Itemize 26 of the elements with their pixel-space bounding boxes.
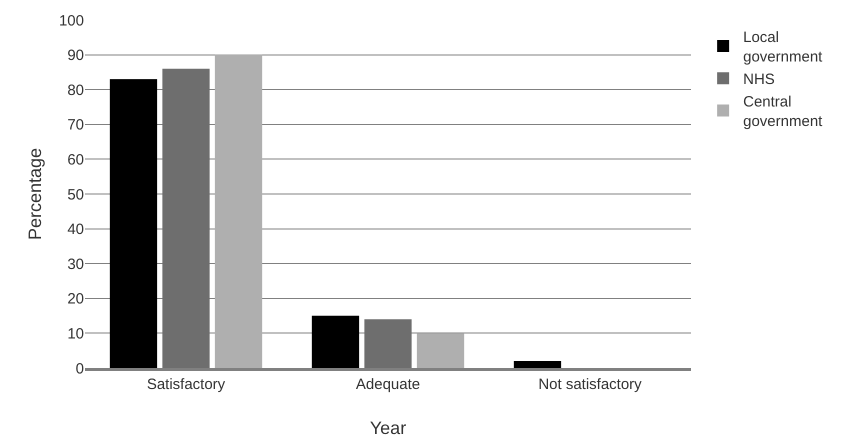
- y-tick-label: 70: [67, 116, 84, 134]
- x-tick-label: Adequate: [356, 376, 420, 393]
- y-tick-label: 0: [76, 360, 84, 378]
- y-tick-label: 50: [67, 186, 84, 204]
- y-axis-title: Percentage: [25, 148, 46, 240]
- y-tick-label: 90: [67, 47, 84, 64]
- bar: [214, 54, 262, 368]
- y-tick-label: 20: [67, 290, 84, 308]
- x-tick-label: Not satisfactory: [538, 376, 642, 393]
- bar: [364, 319, 412, 368]
- x-axis-title: Year: [370, 418, 406, 438]
- legend-label: NHS: [743, 71, 775, 88]
- x-tick-label: Satisfactory: [146, 376, 226, 393]
- y-tick-label: 30: [67, 256, 84, 273]
- y-tick-label: 60: [67, 151, 84, 168]
- bar: [162, 68, 210, 368]
- bar: [312, 316, 360, 368]
- legend-label: Local government: [743, 29, 824, 66]
- bar: [416, 333, 464, 368]
- y-tick-label: 80: [67, 82, 84, 99]
- bar: [514, 361, 562, 368]
- bar: [110, 79, 158, 368]
- y-tick-label: 40: [67, 221, 84, 238]
- y-tick-label: 100: [58, 12, 84, 30]
- legend-label: Central government: [743, 94, 824, 130]
- y-tick-label: 10: [67, 325, 84, 342]
